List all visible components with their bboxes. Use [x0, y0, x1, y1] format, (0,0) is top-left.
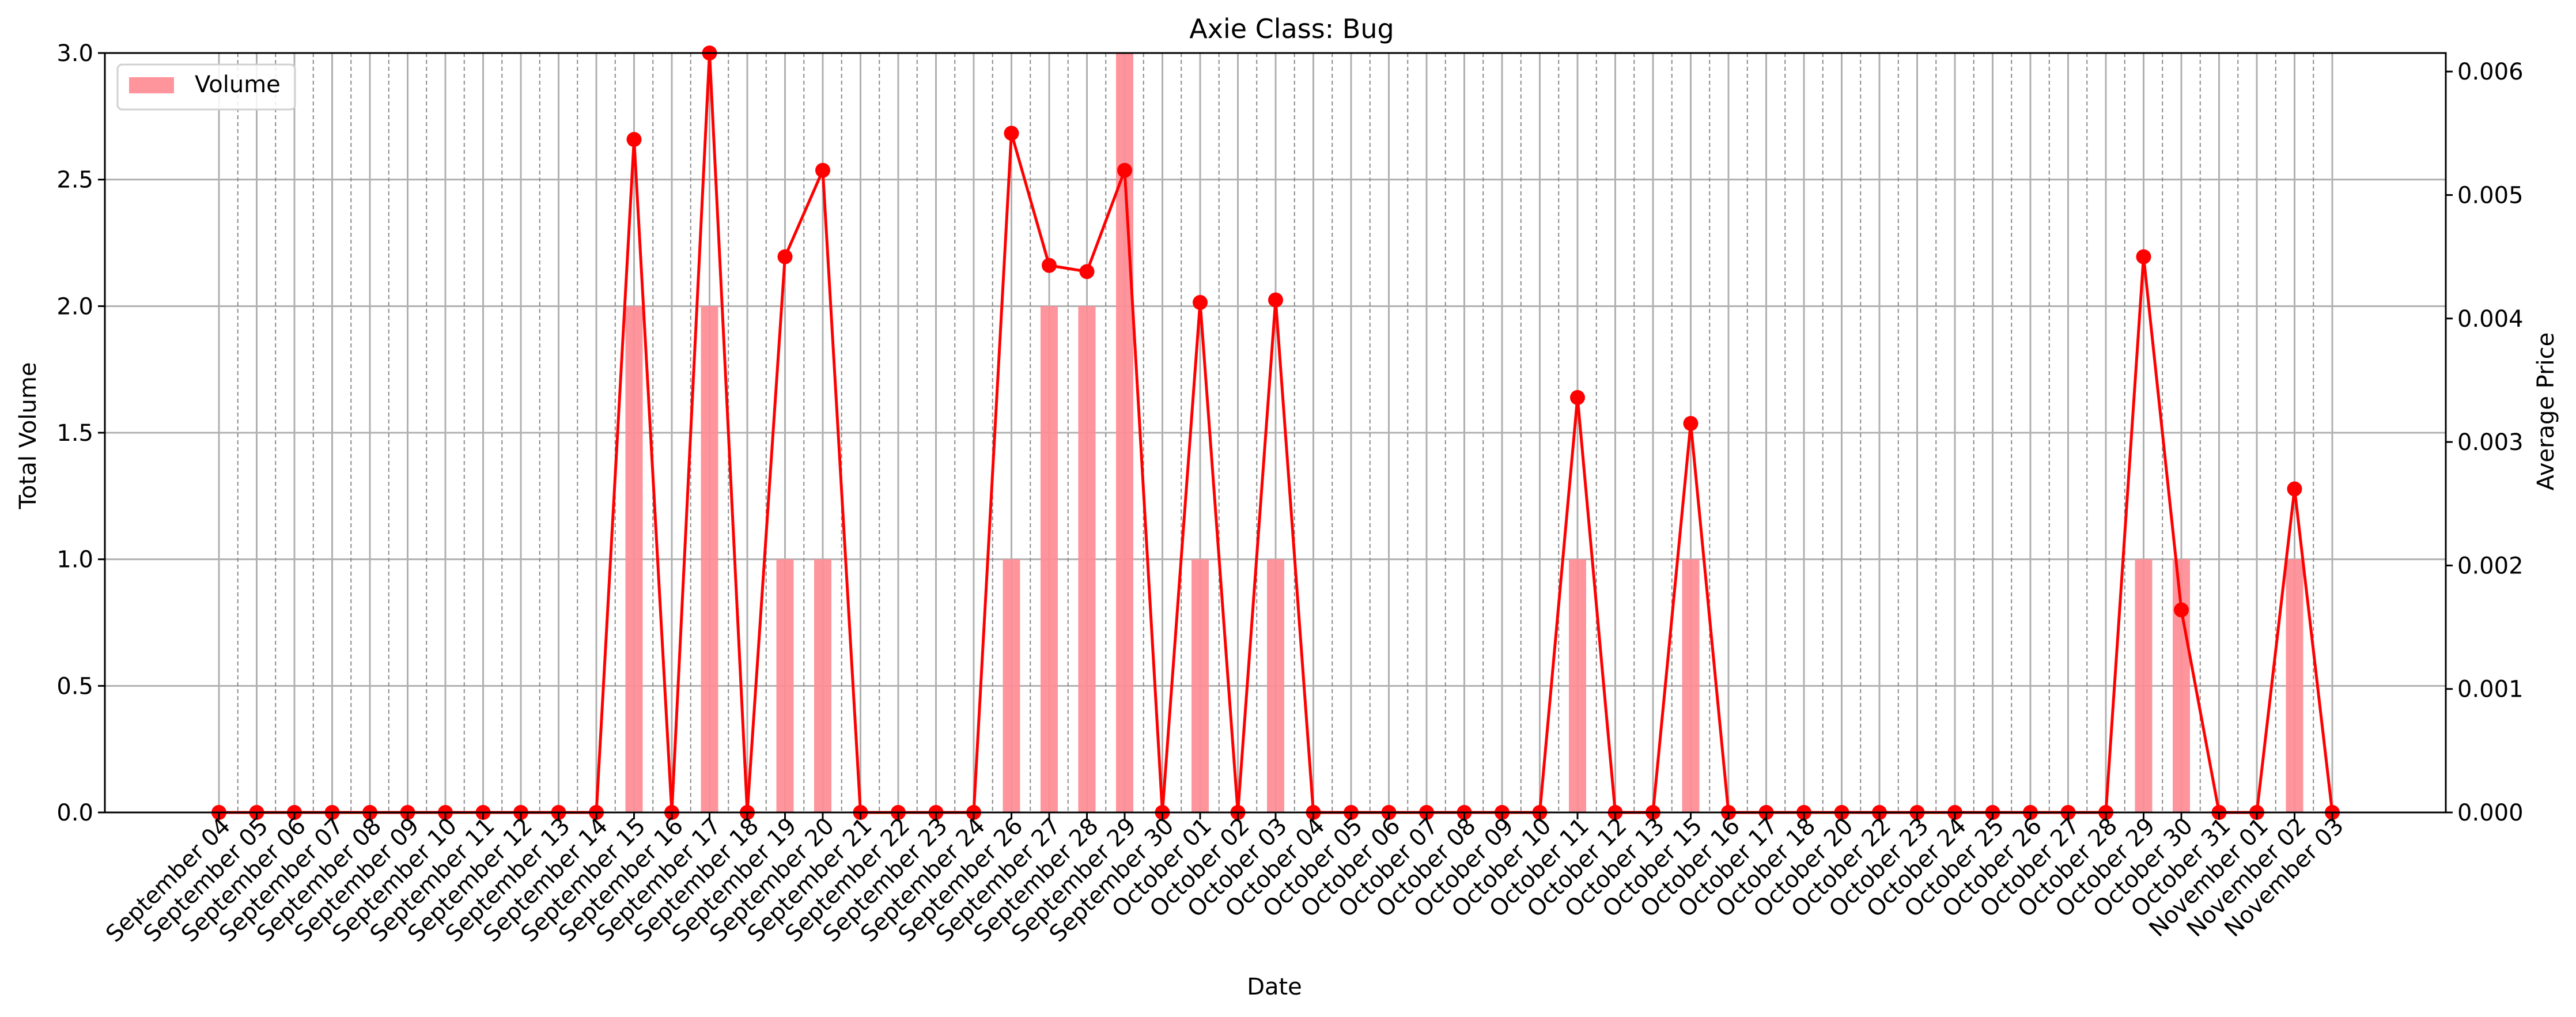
y-tick-label: 0.0 [56, 800, 93, 826]
y-axis-title: Total Volume [15, 362, 41, 510]
legend: Volume [116, 63, 296, 111]
y-tick-label: 1.5 [56, 420, 93, 447]
average-price-point [777, 249, 793, 264]
volume-bar [1191, 559, 1209, 812]
y-tick-label: 1.0 [56, 547, 93, 573]
volume-bar [776, 559, 794, 812]
y2-tick-label: 0.001 [2457, 676, 2524, 703]
y2-tick-label: 0.006 [2457, 59, 2524, 85]
average-price-point [1117, 162, 1132, 178]
legend-swatch-volume [129, 77, 174, 93]
bar-layer [625, 53, 2303, 812]
volume-bar [1003, 559, 1020, 812]
volume-bar [701, 306, 718, 812]
y2-tick-label: 0.002 [2457, 553, 2524, 579]
average-price-point [626, 132, 642, 148]
average-price-point [1079, 264, 1095, 279]
volume-bar [2286, 559, 2303, 812]
axes-layer: 0.0 0.5 1.0 1.5 2.0 2.5 3.0 0.000 0.001 0.002 0.00… [56, 40, 2523, 947]
legend-box [116, 63, 296, 111]
volume-bar [1267, 559, 1284, 812]
y-tick-label: 0.5 [56, 673, 93, 700]
volume-bar [1682, 559, 1700, 812]
chart-title: Axie Class: Bug [1189, 13, 1394, 44]
y-tick-label: 2.0 [56, 293, 93, 320]
average-price-point [1004, 126, 1019, 141]
average-price-point [1268, 292, 1283, 308]
average-price-point [1042, 258, 1057, 273]
average-price-point [1193, 294, 1208, 310]
x-axis-title: Date [1247, 974, 1302, 1000]
volume-bar [2135, 559, 2153, 812]
volume-bar [1041, 306, 1058, 812]
volume-bar [814, 559, 831, 812]
volume-bar [625, 306, 643, 812]
average-price-point [1570, 390, 1585, 405]
average-price-point [815, 162, 830, 178]
average-price-point [2287, 481, 2302, 497]
y-tick-label: 3.0 [56, 40, 93, 67]
grid-layer [105, 52, 2446, 814]
average-price-point [1683, 415, 1699, 431]
y2-tick-label: 0.004 [2457, 306, 2524, 332]
legend-label-volume: Volume [195, 71, 281, 98]
y2-tick-label: 0.003 [2457, 429, 2524, 456]
y2-tick-label: 0.005 [2457, 182, 2524, 209]
y2-tick-label: 0.000 [2457, 800, 2524, 826]
y-tick-label: 2.5 [56, 167, 93, 194]
average-price-point [2136, 249, 2151, 264]
average-price-point [2174, 602, 2189, 618]
volume-bar [1078, 306, 1096, 812]
volume-bar [1569, 559, 1586, 812]
y2-axis-title: Average Price [2533, 332, 2559, 491]
